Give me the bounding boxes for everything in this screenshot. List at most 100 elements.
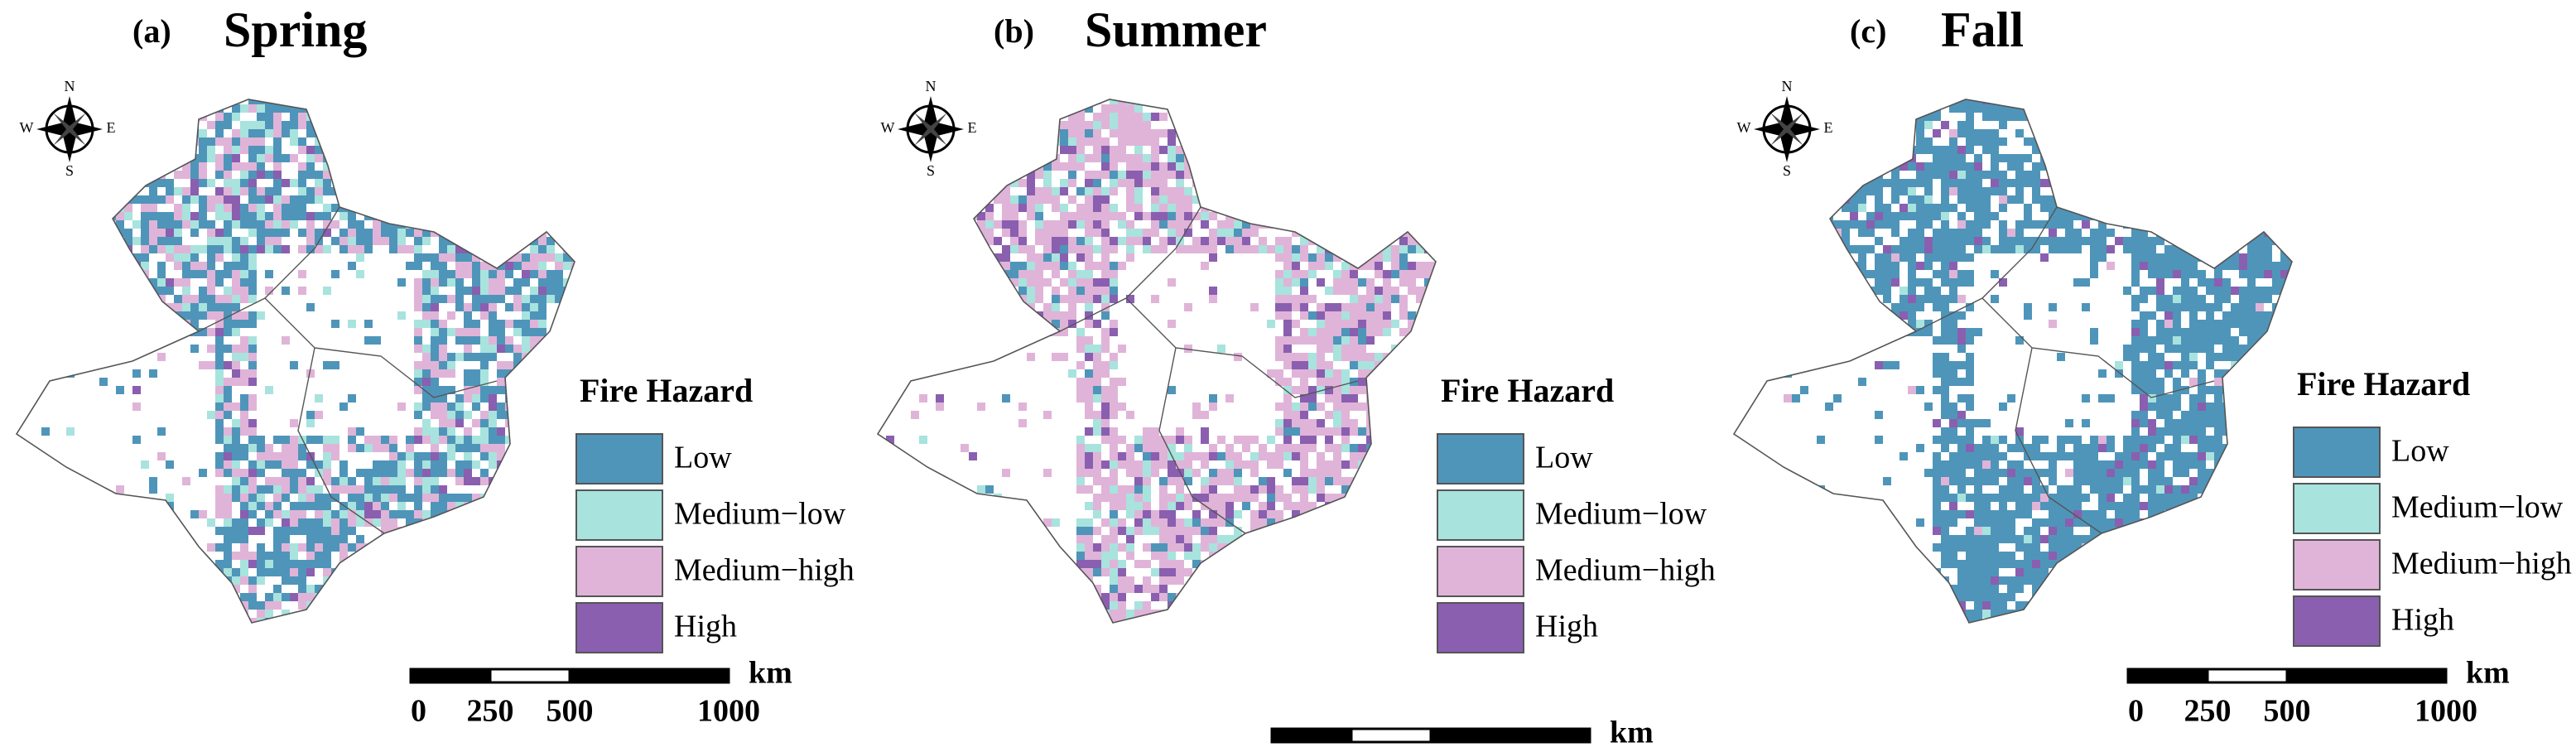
hazard-cell [1209, 99, 1217, 104]
hazard-cell [323, 460, 331, 469]
hazard-cell [1317, 485, 1325, 494]
hazard-cell [141, 212, 149, 220]
hazard-cell [546, 137, 555, 146]
hazard-cell [522, 378, 530, 386]
hazard-cell [414, 361, 422, 369]
hazard-cell [339, 543, 348, 552]
hazard-cell [25, 278, 33, 287]
hazard-cell [1010, 204, 1018, 212]
hazard-cell [1275, 104, 1283, 113]
hazard-cell [1035, 295, 1043, 303]
hazard-cell [447, 494, 455, 502]
hazard-cell [1192, 543, 1201, 552]
hazard-cell [389, 610, 397, 618]
hazard-cell [339, 477, 348, 485]
hazard-cell [257, 576, 265, 585]
hazard-cell [1408, 270, 1416, 278]
hazard-cell [1408, 353, 1416, 361]
hazard-cell [464, 394, 472, 403]
hazard-cell [257, 311, 265, 320]
hazard-cell [505, 195, 513, 204]
hazard-cell [75, 179, 83, 187]
hazard-cell [546, 245, 555, 253]
hazard-cell [1341, 585, 1350, 593]
hazard-cell [903, 212, 911, 220]
hazard-cell [1300, 137, 1308, 146]
hazard-cell [994, 129, 1002, 137]
hazard-cell [878, 187, 886, 195]
hazard-cell [480, 510, 489, 518]
hazard-cell [513, 303, 522, 311]
hazard-cell [1416, 394, 1424, 403]
hazard-cell [232, 146, 240, 154]
hazard-cell [952, 229, 961, 237]
hazard-cell [1391, 187, 1399, 195]
hazard-cell [1151, 444, 1159, 452]
hazard-cell [1035, 146, 1043, 154]
hazard-cell [132, 104, 141, 113]
hazard-cell [1283, 543, 1292, 552]
hazard-cell [248, 129, 257, 137]
hazard-cell [1126, 552, 1134, 560]
hazard-cell [522, 469, 530, 477]
hazard-cell [1283, 353, 1292, 361]
hazard-cell [1134, 212, 1143, 220]
hazard-cell [497, 518, 505, 527]
hazard-cell [1101, 229, 1110, 237]
hazard-cell [25, 179, 33, 187]
hazard-cell [1333, 502, 1341, 510]
hazard-cell [1101, 345, 1110, 353]
hazard-cell [240, 320, 248, 328]
hazard-cell [1259, 485, 1267, 494]
hazard-cell [149, 477, 157, 485]
hazard-cell [422, 361, 431, 369]
hazard-cell [431, 452, 439, 460]
hazard-cell [1317, 237, 1325, 245]
hazard-cell [1209, 121, 1217, 129]
hazard-cell [1126, 485, 1134, 494]
hazard-cell [414, 593, 422, 601]
hazard-cell [1151, 460, 1159, 469]
hazard-cell [1259, 576, 1267, 585]
hazard-cell [1358, 245, 1366, 253]
hazard-cell [513, 262, 522, 270]
hazard-cell [1143, 527, 1151, 535]
hazard-cell [936, 187, 944, 195]
hazard-cell [903, 187, 911, 195]
hazard-cell [1350, 527, 1358, 535]
hazard-cell [348, 560, 356, 568]
hazard-cell [1110, 444, 1118, 452]
hazard-cell [1151, 510, 1159, 518]
hazard-cell [124, 262, 132, 270]
hazard-cell [1391, 162, 1399, 171]
hazard-cell [1366, 303, 1375, 311]
hazard-cell [1085, 179, 1093, 187]
hazard-cell [886, 320, 894, 328]
hazard-cell [323, 452, 331, 460]
hazard-cell [894, 262, 903, 270]
hazard-cell [1292, 99, 1300, 104]
hazard-cell [397, 610, 406, 618]
hazard-cell [513, 477, 522, 485]
hazard-cell [199, 262, 207, 270]
hazard-cell [1275, 287, 1283, 295]
hazard-cell [1010, 195, 1018, 204]
hazard-cell [58, 237, 66, 245]
hazard-cell [1052, 576, 1060, 585]
hazard-cell [489, 403, 497, 411]
hazard-cell [33, 179, 41, 187]
hazard-cell [513, 99, 522, 104]
hazard-cell [1358, 610, 1366, 618]
hazard-cell [1159, 179, 1168, 187]
hazard-cell [422, 576, 431, 585]
hazard-cell [1358, 311, 1366, 320]
hazard-cell [1375, 262, 1383, 270]
hazard-cell [1325, 535, 1333, 543]
hazard-cell [1292, 585, 1300, 593]
hazard-cell [25, 220, 33, 229]
hazard-cell [1399, 510, 1408, 518]
hazard-cell [1341, 444, 1350, 452]
hazard-cell [1076, 560, 1085, 568]
hazard-cell [489, 328, 497, 336]
hazard-cell [1391, 427, 1399, 436]
